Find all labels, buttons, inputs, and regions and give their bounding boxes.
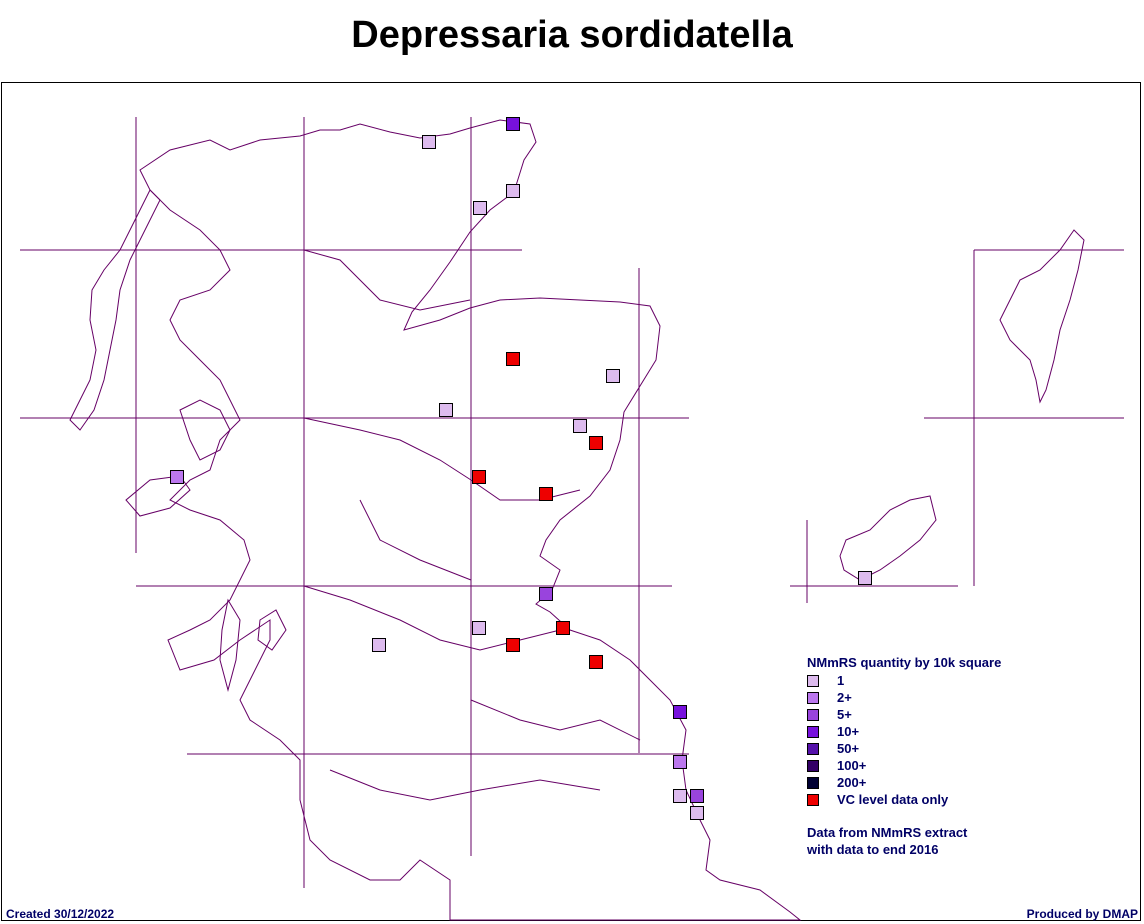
record-square (439, 403, 453, 417)
legend-swatch (807, 759, 819, 772)
shetland-coast (999, 229, 1085, 404)
legend-label: 2+ (837, 690, 852, 705)
record-square (690, 789, 704, 803)
record-square (372, 638, 386, 652)
legend-item: 2+ (807, 689, 1137, 706)
legend-label: 200+ (837, 775, 867, 790)
legend-swatch (807, 725, 819, 738)
grid-lines (20, 117, 1124, 888)
record-square (589, 436, 603, 450)
legend-title: NMmRS quantity by 10k square (807, 655, 1002, 670)
record-square (506, 184, 520, 198)
legend-label: 100+ (837, 758, 867, 773)
legend-item: 5+ (807, 706, 1137, 723)
mainland-coast (139, 119, 802, 921)
legend-label: 10+ (837, 724, 860, 739)
record-square (606, 369, 620, 383)
record-square (472, 470, 486, 484)
orkney-coast (839, 495, 937, 581)
record-square (506, 638, 520, 652)
record-square (506, 117, 520, 131)
record-square (589, 655, 603, 669)
kintyre-coast (219, 598, 241, 692)
record-square (539, 487, 553, 501)
data-source-note: Data from NMmRS extract with data to end… (807, 824, 967, 858)
mull-coast (125, 475, 191, 517)
legend-label: 50+ (837, 741, 860, 756)
arran-coast (257, 609, 287, 651)
record-square (422, 135, 436, 149)
record-square (473, 201, 487, 215)
producer-credit: Produced by DMAP (1026, 907, 1138, 921)
legend-item: 1 (807, 672, 1137, 689)
record-square (690, 806, 704, 820)
record-square (506, 352, 520, 366)
record-square (472, 621, 486, 635)
legend-item: 10+ (807, 723, 1137, 740)
legend-swatch (807, 793, 819, 806)
created-date: Created 30/12/2022 (6, 907, 115, 921)
record-squares (170, 117, 872, 820)
record-square (858, 571, 872, 585)
legend: NMmRS quantity by 10k square 1 2+ 5+ 10+ 50+… (807, 655, 1137, 808)
legend-swatch (807, 742, 819, 755)
hebrides-coast (69, 189, 161, 431)
record-square (573, 419, 587, 433)
map-title: Depressaria sordidatella (351, 14, 793, 56)
coastline (69, 119, 1085, 921)
legend-swatch (807, 691, 819, 704)
skye-coast (179, 399, 231, 461)
record-square (170, 470, 184, 484)
legend-swatch (807, 776, 819, 789)
legend-item: 50+ (807, 740, 1137, 757)
legend-item: 100+ (807, 757, 1137, 774)
legend-label: VC level data only (837, 792, 949, 807)
note-line: Data from NMmRS extract (807, 825, 968, 840)
record-square (673, 705, 687, 719)
inland-boundary (303, 249, 641, 801)
note-line: with data to end 2016 (807, 842, 939, 857)
legend-item: VC level data only (807, 791, 1137, 808)
record-square (539, 587, 553, 601)
record-square (673, 789, 687, 803)
legend-label: 1 (837, 673, 845, 688)
legend-swatch (807, 708, 819, 721)
legend-item: 200+ (807, 774, 1137, 791)
legend-label: 5+ (837, 707, 852, 722)
legend-swatch (807, 674, 819, 687)
record-square (556, 621, 570, 635)
record-square (673, 755, 687, 769)
